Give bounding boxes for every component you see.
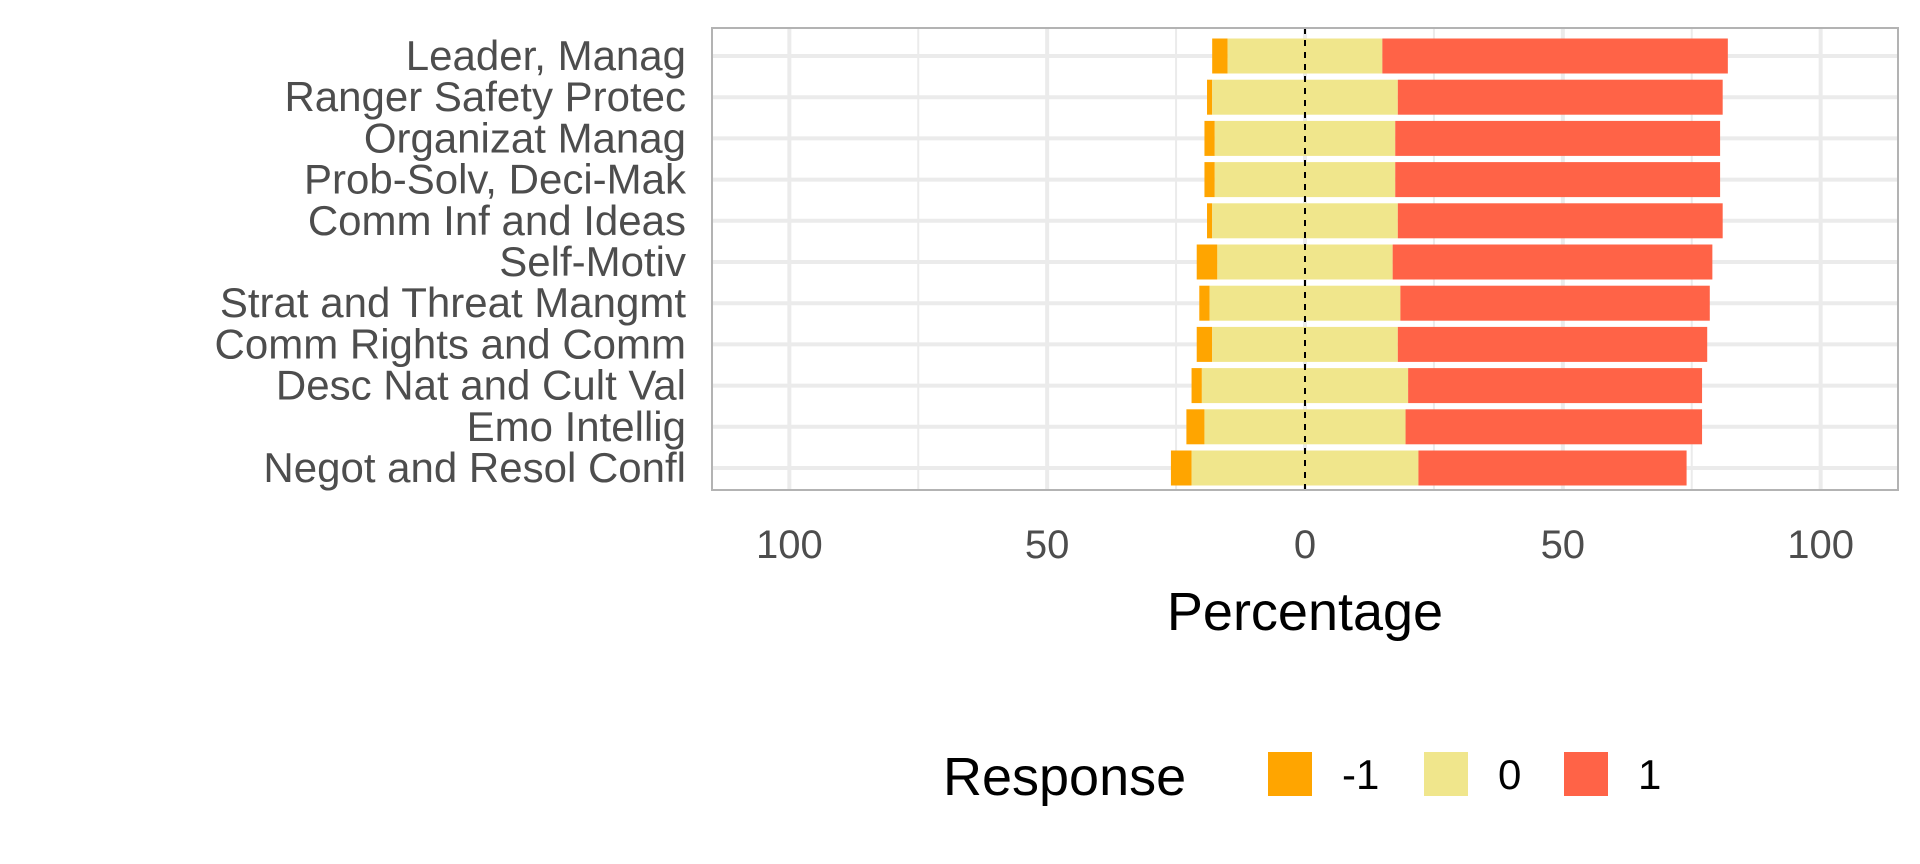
bar-segment-1 xyxy=(1382,38,1728,74)
bar-layer xyxy=(1170,38,1728,486)
category-label: Self-Motiv xyxy=(499,238,686,285)
panel-border xyxy=(711,27,1899,491)
legend: Response -1 0 1 xyxy=(943,747,1661,807)
bar-segment-1 xyxy=(1397,203,1723,239)
bar-segment-neg1 xyxy=(1170,450,1192,486)
bar-segment-1 xyxy=(1400,285,1710,321)
bar-segment-neg1 xyxy=(1207,203,1213,239)
bar-segment-1 xyxy=(1408,368,1703,404)
category-label: Emo Intellig xyxy=(467,403,686,450)
bar-segment-1 xyxy=(1395,162,1721,198)
bar-segment-neg1 xyxy=(1204,120,1215,156)
x-tick-label: 100 xyxy=(756,523,823,567)
bar-segment-neg1 xyxy=(1186,409,1205,445)
category-label: Negot and Resol Confl xyxy=(263,444,686,491)
category-label: Comm Inf and Ideas xyxy=(308,197,686,244)
x-tick-label: 0 xyxy=(1294,523,1316,567)
bar-segment-neg1 xyxy=(1199,285,1210,321)
x-tick-label: 50 xyxy=(1541,523,1586,567)
bar-segment-1 xyxy=(1397,79,1723,115)
bar-segment-0 xyxy=(1201,368,1409,404)
bar-segment-neg1 xyxy=(1196,326,1213,362)
bar-segment-1 xyxy=(1418,450,1687,486)
bar-segment-0 xyxy=(1191,450,1419,486)
category-label: Strat and Threat Mangmt xyxy=(220,279,686,326)
category-label: Leader, Manag xyxy=(406,32,686,79)
legend-key xyxy=(1424,752,1468,796)
x-tick-labels: 100 50 0 50 100 xyxy=(756,523,1854,567)
category-label: Comm Rights and Comm xyxy=(215,320,686,367)
category-label: Prob-Solv, Deci-Mak xyxy=(304,156,687,203)
bar-segment-0 xyxy=(1209,285,1401,321)
bar-segment-0 xyxy=(1212,79,1398,115)
legend-title: Response xyxy=(943,747,1186,807)
legend-key xyxy=(1564,752,1608,796)
legend-label: -1 xyxy=(1342,751,1379,798)
bar-segment-neg1 xyxy=(1212,38,1228,74)
bar-segment-neg1 xyxy=(1204,162,1215,198)
legend-label: 0 xyxy=(1498,751,1521,798)
x-tick-label: 100 xyxy=(1787,523,1854,567)
bar-segment-1 xyxy=(1397,326,1708,362)
bar-segment-1 xyxy=(1405,409,1703,445)
bar-segment-0 xyxy=(1214,162,1396,198)
legend-items: -1 0 1 xyxy=(1268,751,1661,798)
category-label: Ranger Safety Protec xyxy=(284,73,686,120)
bar-segment-1 xyxy=(1392,244,1713,280)
x-axis-title: Percentage xyxy=(1167,582,1443,642)
bar-segment-neg1 xyxy=(1207,79,1213,115)
x-tick-label: 50 xyxy=(1025,523,1070,567)
category-label: Desc Nat and Cult Val xyxy=(276,362,686,409)
legend-label: 1 xyxy=(1638,751,1661,798)
bar-segment-neg1 xyxy=(1191,368,1202,404)
legend-key xyxy=(1268,752,1312,796)
bar-segment-1 xyxy=(1395,120,1721,156)
category-label: Organizat Manag xyxy=(364,114,686,161)
bar-segment-neg1 xyxy=(1196,244,1218,280)
